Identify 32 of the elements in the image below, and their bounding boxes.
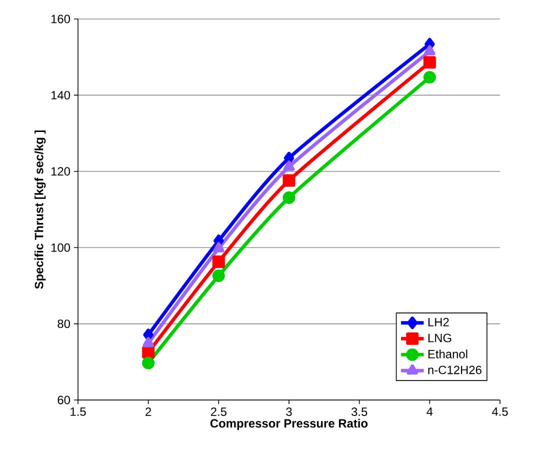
x-tick-label: 3.5 [351, 408, 368, 416]
y-axis-title: Specific Thrust [kgf sec/kg ] [34, 130, 46, 289]
y-tick-label: 60 [58, 396, 70, 404]
point [142, 356, 155, 370]
point [424, 45, 436, 56]
y-tick-label: 160 [51, 14, 70, 24]
point [284, 152, 294, 164]
point [213, 242, 224, 252]
x-tick-label: 3 [286, 408, 292, 416]
x-tick-label: 2 [146, 408, 152, 416]
y-tick-label: 100 [51, 243, 70, 252]
point [142, 346, 155, 359]
x-axis-title: Compressor Pressure Ratio [210, 418, 368, 430]
point [423, 56, 436, 69]
point [212, 255, 225, 268]
legend-label: LH2 [428, 318, 449, 326]
legend-label: LNG [428, 334, 452, 342]
x-tick-label: 1.5 [70, 408, 86, 416]
legend-label: n-C12H26 [428, 366, 482, 374]
point [142, 336, 154, 348]
legend-label: Ethanol [428, 350, 468, 358]
point [282, 191, 296, 204]
point [282, 174, 296, 187]
point [212, 270, 225, 282]
y-tick-label: 80 [58, 320, 70, 328]
point [423, 71, 436, 84]
y-tick-label: 120 [51, 167, 70, 176]
point [283, 160, 295, 171]
x-tick-label: 4.5 [492, 408, 508, 416]
y-tick-label: 140 [51, 90, 70, 100]
x-tick-label: 2.5 [210, 408, 226, 416]
x-tick-label: 4 [426, 408, 433, 416]
